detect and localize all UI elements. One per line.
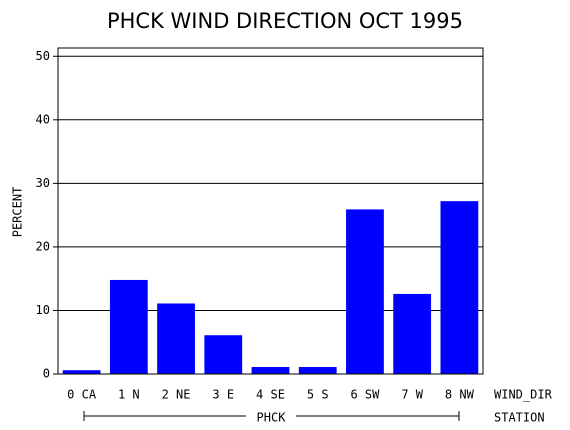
group-label: PHCK (257, 411, 287, 425)
plot-frame (57, 47, 484, 375)
x-tick-label: 3 E (212, 388, 234, 402)
bar (440, 201, 479, 374)
chart-title: PHCK WIND DIRECTION OCT 1995 (107, 9, 463, 33)
group-axis-label: STATION (494, 411, 545, 425)
x-tick-label: 0 CA (67, 388, 97, 402)
x-tick-label: 4 SE (256, 388, 285, 402)
bar (157, 303, 195, 374)
bar (393, 293, 432, 374)
y-tick-label: 30 (36, 176, 50, 190)
y-axis-label: PERCENT (11, 187, 25, 238)
x-tick-label: 1 N (118, 388, 140, 402)
bar (62, 370, 101, 374)
y-tick-label: 0 (43, 367, 50, 381)
bar (204, 335, 243, 374)
x-tick-label: 8 NW (445, 388, 475, 402)
y-tick-label: 20 (36, 239, 50, 253)
x-tick-label: 2 NE (162, 388, 191, 402)
y-tick-label: 10 (36, 303, 50, 317)
bar (298, 367, 337, 374)
bar (251, 367, 290, 374)
x-tick-label: 7 W (401, 388, 423, 402)
bar (109, 279, 148, 374)
y-tick-label: 50 (36, 49, 50, 63)
bar (346, 209, 384, 374)
x-tick-label: 5 S (307, 388, 329, 402)
x-tick-label: 6 SW (350, 388, 380, 402)
y-tick-label: 40 (36, 112, 50, 126)
x-axis-label: WIND_DIR (494, 388, 553, 402)
group-bracket (83, 411, 460, 421)
